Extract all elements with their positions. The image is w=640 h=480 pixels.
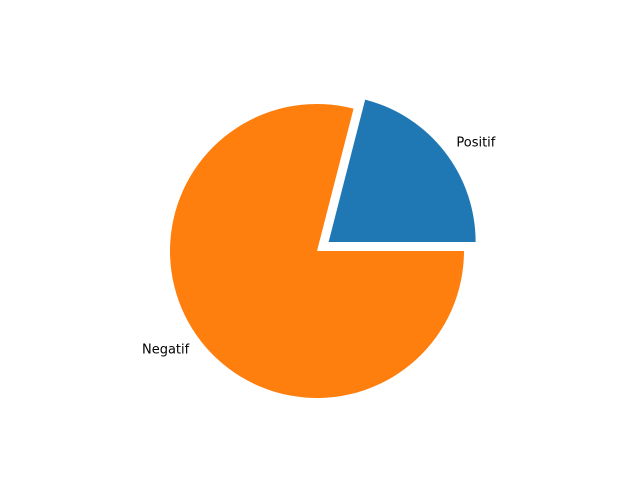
pie-slices — [170, 99, 476, 399]
pie-slice-negatif — [170, 104, 465, 399]
pie-labels: Positif Negatif — [142, 135, 496, 357]
pie-label-negatif: Negatif — [142, 343, 190, 358]
pie-label-positif: Positif — [456, 135, 495, 150]
pie-slice-positif — [328, 99, 476, 242]
